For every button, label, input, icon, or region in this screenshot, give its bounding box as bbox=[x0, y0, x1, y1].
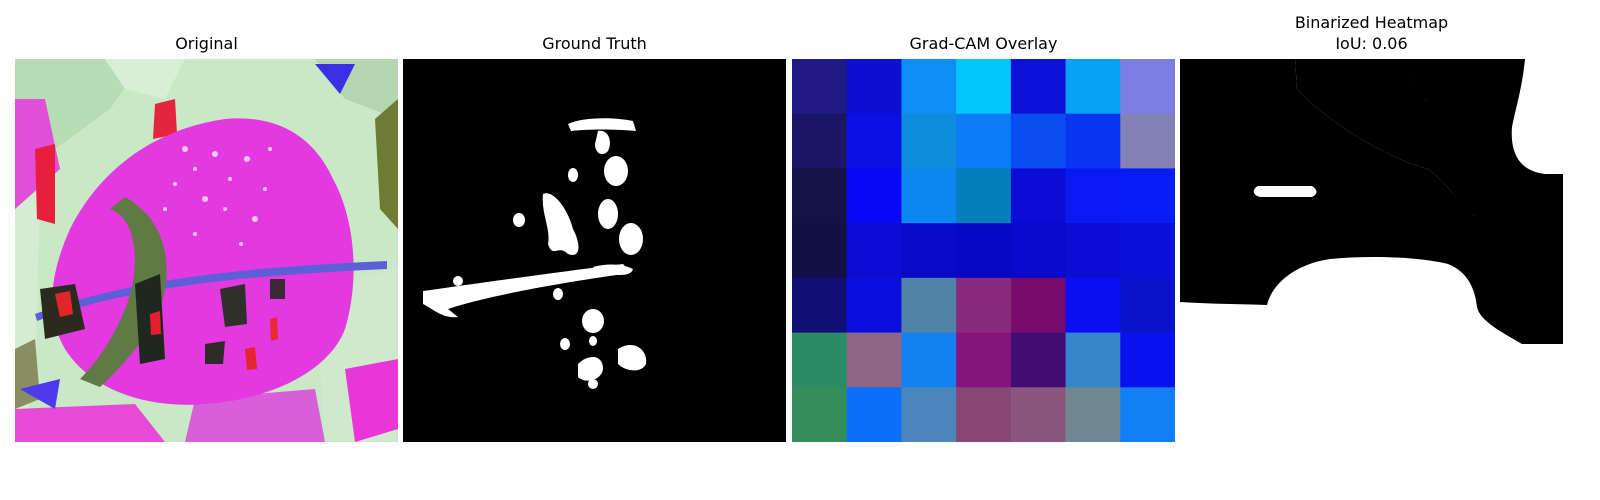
gradcam-cell-2-4 bbox=[1010, 168, 1067, 224]
ground-truth-mask bbox=[403, 59, 786, 442]
original-image bbox=[15, 59, 398, 442]
binarized-white-bottom bbox=[1180, 344, 1563, 442]
mask-regions bbox=[423, 118, 647, 389]
gradcam-cell-0-1 bbox=[846, 59, 903, 115]
gradcam-cell-5-3 bbox=[956, 332, 1012, 388]
gradcam-cell-5-0 bbox=[792, 332, 848, 388]
gradcam-cell-3-6 bbox=[1120, 223, 1175, 279]
gradcam-cell-2-2 bbox=[901, 168, 957, 224]
panel-title-gradcam: Grad-CAM Overlay bbox=[792, 33, 1175, 54]
gradcam-cell-4-1 bbox=[846, 277, 903, 334]
background-leaves bbox=[15, 59, 398, 442]
title-ground-truth: Ground Truth bbox=[542, 34, 647, 53]
gradcam-cell-2-6 bbox=[1120, 168, 1175, 224]
leaf-speckles bbox=[163, 146, 272, 246]
title-binarized: Binarized Heatmap bbox=[1294, 13, 1449, 32]
gradcam-cell-6-2 bbox=[901, 387, 957, 442]
gradcam-cell-6-5 bbox=[1065, 387, 1121, 442]
panel-original: Original bbox=[15, 0, 398, 500]
gradcam-cell-1-0 bbox=[792, 113, 848, 170]
gradcam-cell-5-4 bbox=[1010, 332, 1067, 388]
gradcam-cell-6-0 bbox=[792, 387, 848, 442]
gradcam-cell-3-3 bbox=[956, 223, 1012, 279]
panel-title-original: Original bbox=[15, 33, 398, 54]
dark-patches bbox=[40, 274, 285, 370]
gradcam-cell-3-5 bbox=[1065, 223, 1121, 279]
gradcam-cell-3-4 bbox=[1010, 223, 1067, 279]
panel-binarized: Binarized Heatmap IoU: 0.06 bbox=[1180, 0, 1563, 500]
gradcam-cell-2-0 bbox=[792, 168, 848, 224]
gradcam-cell-0-5 bbox=[1065, 59, 1121, 115]
gradcam-cell-5-6 bbox=[1120, 332, 1175, 388]
gradcam-cell-0-3 bbox=[956, 59, 1012, 115]
title-gradcam: Grad-CAM Overlay bbox=[909, 34, 1058, 53]
gradcam-cell-3-0 bbox=[792, 223, 848, 279]
panel-title-binarized: Binarized Heatmap IoU: 0.06 bbox=[1180, 12, 1563, 54]
gradcam-cell-4-0 bbox=[792, 277, 848, 334]
gradcam-cell-4-3 bbox=[956, 277, 1012, 334]
gradcam-cell-2-3 bbox=[956, 168, 1012, 224]
gradcam-cell-6-1 bbox=[846, 387, 903, 442]
gradcam-cell-1-1 bbox=[846, 113, 903, 170]
panel-gradcam: Grad-CAM Overlay bbox=[792, 0, 1175, 500]
gradcam-cell-1-6 bbox=[1120, 113, 1175, 170]
gradcam-cell-0-4 bbox=[1010, 59, 1067, 115]
gradcam-cell-6-4 bbox=[1010, 387, 1067, 442]
gradcam-cell-5-5 bbox=[1065, 332, 1121, 388]
gradcam-cell-2-1 bbox=[846, 168, 903, 224]
gradcam-cell-2-5 bbox=[1065, 168, 1121, 224]
panel-ground-truth: Ground Truth bbox=[403, 0, 786, 500]
gradcam-cell-4-2 bbox=[901, 277, 957, 334]
gradcam-cell-6-3 bbox=[956, 387, 1012, 442]
panel-title-ground-truth: Ground Truth bbox=[403, 33, 786, 54]
gradcam-cell-3-2 bbox=[901, 223, 957, 279]
gradcam-cell-4-6 bbox=[1120, 277, 1175, 334]
gradcam-heatmap bbox=[792, 59, 1175, 442]
gradcam-cell-6-6 bbox=[1120, 387, 1175, 442]
title-original: Original bbox=[175, 34, 238, 53]
gradcam-cell-0-2 bbox=[901, 59, 957, 115]
gradcam-cell-1-2 bbox=[901, 113, 957, 170]
gradcam-cell-4-4 bbox=[1010, 277, 1067, 334]
gradcam-cell-0-0 bbox=[792, 59, 848, 115]
binarized-mask bbox=[1180, 59, 1563, 442]
gradcam-cell-5-2 bbox=[901, 332, 957, 388]
gradcam-cell-1-4 bbox=[1010, 113, 1067, 170]
gradcam-cell-5-1 bbox=[846, 332, 903, 388]
gradcam-cell-4-5 bbox=[1065, 277, 1121, 334]
leaf-stem bbox=[80, 197, 167, 387]
gradcam-cell-1-5 bbox=[1065, 113, 1121, 170]
gradcam-cell-1-3 bbox=[956, 113, 1012, 170]
gradcam-cell-0-6 bbox=[1120, 59, 1175, 115]
gradcam-cell-3-1 bbox=[846, 223, 903, 279]
iou-label: IoU: 0.06 bbox=[1335, 34, 1408, 53]
